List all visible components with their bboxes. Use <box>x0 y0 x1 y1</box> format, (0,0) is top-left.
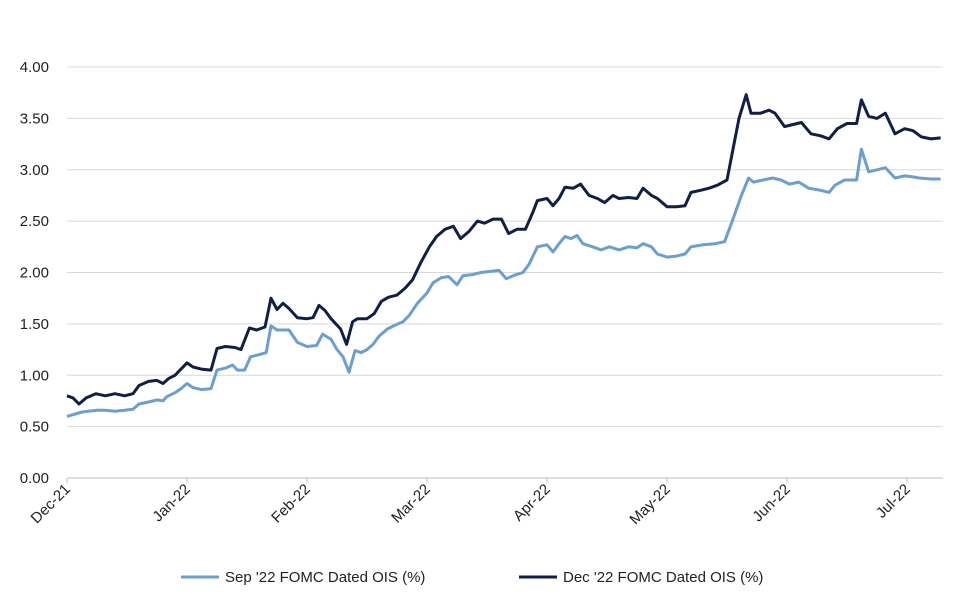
legend-label-sep: Sep '22 FOMC Dated OIS (%) <box>225 569 425 586</box>
y-tick-label: 3.50 <box>20 110 49 127</box>
y-tick-label: 2.50 <box>20 213 49 230</box>
x-tick-label: Apr-22 <box>510 481 554 525</box>
y-tick-label: 1.50 <box>20 316 49 333</box>
legend: Sep '22 FOMC Dated OIS (%) Dec '22 FOMC … <box>181 569 763 586</box>
y-tick-label: 3.00 <box>20 162 49 179</box>
legend-label-dec: Dec '22 FOMC Dated OIS (%) <box>563 569 763 586</box>
y-tick-label: 0.50 <box>20 419 49 436</box>
x-tick-label: Jan-22 <box>149 481 193 525</box>
series-line-sep <box>66 147 941 418</box>
x-tick-label: Feb-22 <box>268 481 314 527</box>
y-tick-label: 1.00 <box>20 367 49 384</box>
x-axis-ticks: Dec-21 Jan-22 Feb-22 Mar-22 Apr-22 May-22 Jun-… <box>28 478 914 528</box>
x-tick-label: Jul-22 <box>873 481 914 522</box>
series-line-dec <box>66 93 941 406</box>
y-tick-label: 4.00 <box>20 59 49 76</box>
y-tick-label: 0.00 <box>20 470 49 487</box>
x-tick-label: Jun-22 <box>749 481 793 525</box>
x-tick-label: Mar-22 <box>388 481 434 527</box>
series-lines <box>66 93 941 418</box>
x-tick-label: May-22 <box>626 481 673 528</box>
x-tick-label: Dec-21 <box>28 481 74 527</box>
y-tick-label: 2.00 <box>20 265 49 282</box>
gridlines <box>67 66 943 479</box>
y-axis-ticks: 0.00 0.50 1.00 1.50 2.00 2.50 3.00 3.50 4.00 <box>20 59 49 487</box>
